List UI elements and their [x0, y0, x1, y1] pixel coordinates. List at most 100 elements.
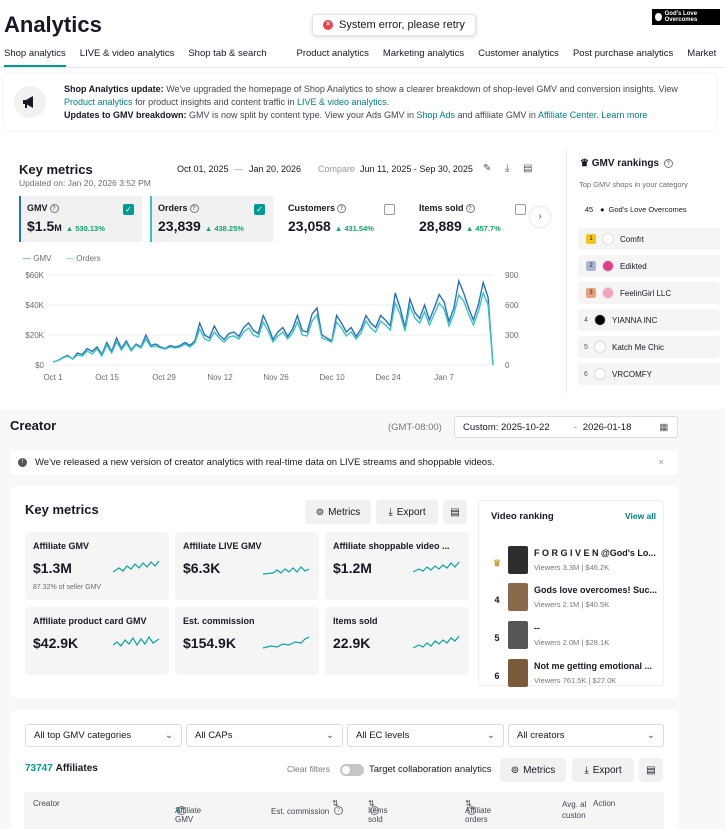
x-tick-label: Dec 24	[375, 373, 401, 382]
brand-name: God's Love Overcomes	[664, 11, 698, 23]
col-action: Action	[593, 799, 616, 808]
help-icon[interactable]: ?	[663, 159, 673, 168]
gmv-rank-row[interactable]: 1 Comfrt	[578, 228, 720, 250]
metric-tile[interactable]: Affiliate GMV $1.3M 87.32% of seller GMV	[25, 532, 169, 600]
shop-name: Edikted	[620, 261, 647, 271]
affiliate-center-link[interactable]: Affiliate Center	[537, 110, 597, 120]
key-metrics-title: Key metrics	[19, 162, 93, 177]
gmv-rank-row[interactable]: 6 VRCOMFY	[578, 363, 720, 385]
view-all-link[interactable]: View all	[625, 511, 657, 521]
checkbox-customers[interactable]	[384, 204, 395, 215]
metrics-button[interactable]: ⊚ Metrics	[500, 758, 566, 782]
video-ranking-item[interactable]: ♛ F O R G I V E N @God's Lo... Viewers 3.3…	[478, 546, 664, 584]
metric-tile[interactable]: Affiliate product card GMV $42.9K	[25, 607, 169, 675]
checkbox-orders[interactable]: ✓	[254, 204, 265, 215]
compare-range[interactable]: Jun 11, 2025 - Sep 30, 2025	[360, 164, 473, 174]
date-end[interactable]: Jan 20, 2026	[249, 164, 302, 174]
shop-name: YIANNA INC	[612, 315, 658, 325]
ec-levels-select[interactable]: All EC levels ⌄	[347, 724, 504, 747]
product-analytics-link[interactable]: Product analytics	[64, 97, 133, 107]
own-shop-rank: 45 ● God's Love Overcomes	[578, 199, 720, 219]
tab-marketing-analytics[interactable]: Marketing analytics	[382, 48, 465, 59]
custom-date-range-picker[interactable]: Custom: 2025-10-22 - 2026-01-18 ▦	[454, 416, 678, 438]
help-icon[interactable]: ?	[337, 204, 347, 213]
custom-start: Custom: 2025-10-22	[463, 421, 550, 433]
gmv-rank-row[interactable]: 4 YIANNA INC	[578, 309, 720, 331]
report-icon[interactable]: ▤	[523, 163, 533, 174]
col-items-sold[interactable]: Items sold ? ⇅	[368, 799, 388, 824]
gmv-rankings-subtitle: Top GMV shops in your category	[579, 180, 688, 189]
gmv-rank-row[interactable]: 2 Edikted	[578, 255, 720, 277]
checkbox-gmv[interactable]: ✓	[123, 204, 134, 215]
tile-value: $6.3K	[183, 560, 221, 576]
video-ranking-item[interactable]: 4 Gods love overcomes! Suc... Viewers 2.1M…	[478, 583, 664, 621]
gmv-rank-row[interactable]: 3 FeelinGirl LLC	[578, 282, 720, 304]
close-icon[interactable]: ×	[658, 457, 664, 468]
shop-name: VRCOMFY	[612, 369, 652, 379]
megaphone-icon	[14, 86, 46, 118]
col-avg-customer[interactable]: Avg. al custon	[562, 800, 587, 820]
metric-card-gmv[interactable]: GMV? ✓ $1.5M ▲ 530.13%	[19, 196, 142, 242]
metric-value: 23,839 ▲ 438.25%	[158, 218, 244, 234]
target-collab-toggle[interactable]	[340, 764, 364, 776]
date-start[interactable]: Oct 01, 2025	[177, 164, 229, 174]
checkbox-items-sold[interactable]	[515, 204, 526, 215]
report-icon[interactable]: ▤	[639, 758, 663, 782]
metric-tile[interactable]: Affiliate LIVE GMV $6.3K	[175, 532, 319, 600]
rank-number: 5	[584, 343, 588, 351]
tab-post-purchase-analytics[interactable]: Post purchase analytics	[572, 48, 674, 59]
tab-customer-analytics[interactable]: Customer analytics	[478, 48, 559, 59]
metric-card-items-sold[interactable]: Items sold? 28,889 ▲ 457.7%	[411, 196, 534, 242]
gmv-rankings-title: ♛ GMV rankings ?	[580, 158, 673, 169]
sparkline	[263, 566, 310, 575]
x-tick-label: Oct 29	[152, 373, 176, 382]
tab-shop-analytics[interactable]: Shop analytics	[4, 42, 66, 67]
shop-logo: ●	[600, 204, 605, 214]
timezone-label: (GMT-08:00)	[388, 422, 442, 433]
download-icon[interactable]: ⤓	[505, 163, 510, 174]
clear-filters-button[interactable]: Clear filters	[287, 764, 330, 774]
video-ranking-item[interactable]: 5 -- Viewers 2.0M | $28.1K	[478, 621, 664, 659]
top-gmv-categories-select[interactable]: All top GMV categories ⌄	[25, 724, 182, 747]
sparkline	[413, 635, 460, 649]
report-icon[interactable]: ▤	[443, 500, 467, 524]
creators-select[interactable]: All creators ⌄	[508, 724, 664, 747]
video-ranking-item[interactable]: 6 Not me getting emotional ... Viewers 761…	[478, 659, 664, 697]
metric-tile[interactable]: Items sold 22.9K	[325, 607, 469, 675]
affiliates-count: 73747 Affiliates	[25, 763, 98, 774]
shop-ads-link[interactable]: Shop Ads	[416, 110, 456, 120]
y-right-tick-label: 0	[505, 361, 510, 370]
own-shop-name: God's Love Overcomes	[608, 204, 687, 214]
shop-brand-logo[interactable]: God's Love Overcomes	[652, 9, 720, 25]
video-stats: Viewers 3.3M | $46.2K	[534, 563, 610, 572]
tab-live-video-analytics[interactable]: LIVE & video analytics	[79, 48, 175, 59]
export-button[interactable]: ⤓ Export	[572, 758, 634, 782]
chevron-right-icon[interactable]: ›	[530, 207, 550, 227]
col-affiliate-orders[interactable]: Affiliate orders ? ⇅	[465, 799, 492, 824]
metric-tile[interactable]: Affiliate shoppable video ... $1.2M	[325, 532, 469, 600]
trophy-icon: ♛	[580, 158, 589, 169]
col-creator[interactable]: Creator	[33, 799, 60, 808]
metrics-button[interactable]: ⊚ Metrics	[305, 500, 371, 524]
tab-product-analytics[interactable]: Product analytics	[296, 48, 369, 59]
analytics-tabs: Shop analytics LIVE & video analytics Sh…	[0, 42, 725, 68]
metric-tile[interactable]: Est. commission $154.9K	[175, 607, 319, 675]
y-right-tick-label: 600	[505, 301, 519, 310]
learn-more-link[interactable]: Learn more	[601, 110, 648, 120]
caps-select[interactable]: All CAPs ⌄	[186, 724, 343, 747]
export-button[interactable]: ⤓ Export	[376, 500, 438, 524]
video-stats: Viewers 761.5K | $27.0K	[534, 676, 617, 685]
edit-icon[interactable]: ✎	[483, 163, 492, 174]
col-est-commission-help[interactable]: ? ⇅	[332, 799, 343, 815]
metric-card-customers[interactable]: Customers? 23,058 ▲ 431.54%	[280, 196, 403, 242]
metrics-icon: ⊚	[315, 506, 325, 518]
sparkline	[413, 561, 460, 573]
help-icon[interactable]: ?	[49, 204, 59, 213]
help-icon[interactable]: ?	[189, 204, 199, 213]
tab-shop-tab-search[interactable]: Shop tab & search	[188, 48, 267, 59]
metric-card-orders[interactable]: Orders? ✓ 23,839 ▲ 438.25%	[150, 196, 273, 242]
help-icon[interactable]: ?	[465, 204, 475, 213]
live-video-analytics-link[interactable]: LIVE & video analytics	[297, 97, 387, 107]
tab-market[interactable]: Market	[687, 48, 717, 59]
gmv-rank-row[interactable]: 5 Katch Me Chic	[578, 336, 720, 358]
